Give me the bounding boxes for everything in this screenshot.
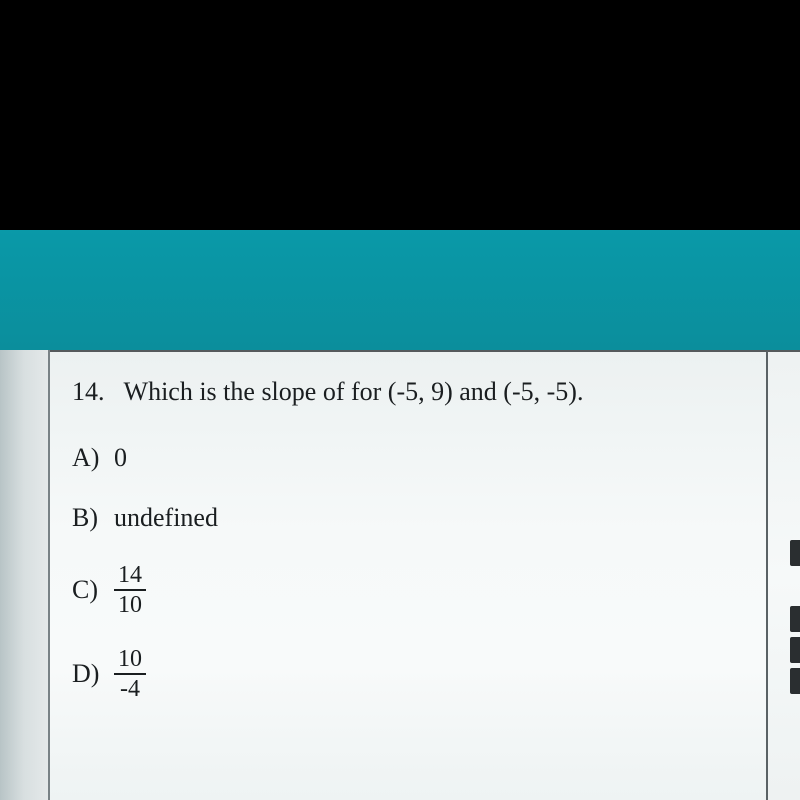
option-c: C) 14 10 <box>72 563 738 617</box>
adjacent-cell-sliver <box>768 350 800 800</box>
option-a-label: A) <box>72 443 106 473</box>
option-c-denominator: 10 <box>114 591 146 617</box>
option-c-label: C) <box>72 575 106 605</box>
option-d: D) 10 -4 <box>72 647 738 701</box>
question-number: 14. <box>72 377 105 406</box>
teal-header-band <box>0 230 800 350</box>
option-a-value: 0 <box>114 443 127 473</box>
edge-mark <box>790 606 800 632</box>
question-prompt: 14. Which is the slope of for (-5, 9) an… <box>72 374 738 409</box>
worksheet-page: 14. Which is the slope of for (-5, 9) an… <box>0 350 800 800</box>
option-c-numerator: 14 <box>114 563 146 591</box>
option-d-label: D) <box>72 659 106 689</box>
option-b: B) undefined <box>72 503 738 533</box>
option-d-denominator: -4 <box>116 675 144 701</box>
option-b-label: B) <box>72 503 106 533</box>
option-a: A) 0 <box>72 443 738 473</box>
edge-mark <box>790 668 800 694</box>
question-cell: 14. Which is the slope of for (-5, 9) an… <box>50 350 768 800</box>
question-body: Which is the slope of for (-5, 9) and (-… <box>124 377 584 406</box>
option-d-fraction: 10 -4 <box>114 647 146 701</box>
option-b-value: undefined <box>114 503 218 533</box>
page-left-margin <box>0 350 50 800</box>
edge-mark <box>790 637 800 663</box>
option-c-fraction: 14 10 <box>114 563 146 617</box>
option-d-numerator: 10 <box>114 647 146 675</box>
edge-mark <box>790 540 800 566</box>
